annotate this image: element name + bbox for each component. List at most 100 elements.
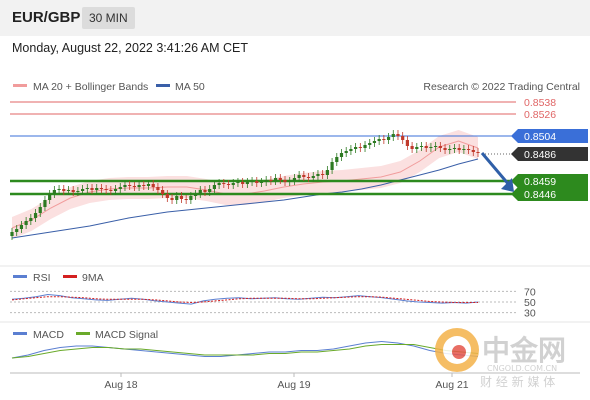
candle bbox=[24, 217, 28, 229]
candle bbox=[273, 174, 278, 185]
candle bbox=[443, 144, 447, 154]
legend-label-bollinger: MA 20 + Bollinger Bands bbox=[33, 81, 148, 93]
candle bbox=[198, 186, 202, 198]
legend-label-macd-signal: MACD Signal bbox=[95, 329, 158, 341]
price-label-support: 0.8446 bbox=[524, 189, 556, 201]
candle bbox=[368, 139, 372, 149]
candle bbox=[128, 181, 132, 190]
candle bbox=[189, 192, 193, 204]
rsi-level-label: 50 bbox=[524, 297, 536, 309]
watermark-logo-core bbox=[452, 345, 466, 359]
candle bbox=[142, 181, 146, 190]
candle bbox=[452, 144, 457, 153]
candle bbox=[311, 172, 315, 182]
x-tick-label: Aug 18 bbox=[104, 379, 137, 391]
price-tag-pivot bbox=[511, 129, 588, 143]
candle bbox=[448, 145, 452, 154]
candle bbox=[175, 192, 179, 204]
rsi-level-label: 70 bbox=[524, 286, 536, 298]
candle bbox=[419, 142, 424, 151]
candle bbox=[278, 174, 282, 184]
candle bbox=[259, 178, 264, 187]
candle bbox=[358, 143, 362, 152]
candle bbox=[19, 221, 24, 233]
macd-plot bbox=[11, 340, 479, 359]
forecast-arrow-shaft bbox=[480, 152, 512, 187]
candle bbox=[165, 190, 169, 202]
candle bbox=[297, 171, 301, 182]
candle bbox=[179, 192, 184, 203]
candle bbox=[462, 145, 466, 154]
candle bbox=[193, 190, 198, 200]
candle bbox=[137, 181, 141, 191]
candle bbox=[217, 179, 221, 189]
price-label-current: 0.8486 bbox=[524, 149, 556, 161]
copyright-text: Research © 2022 Trading Central bbox=[423, 81, 580, 93]
candle bbox=[471, 146, 475, 156]
price-label-resistance: 0.8538 bbox=[524, 97, 556, 109]
candle bbox=[231, 179, 235, 189]
candle bbox=[288, 177, 292, 186]
candle bbox=[71, 186, 75, 196]
rsi-ma-line bbox=[11, 296, 478, 304]
candle bbox=[95, 184, 99, 194]
legend-swatch-rsi bbox=[13, 275, 27, 278]
candle bbox=[344, 147, 348, 157]
candle bbox=[250, 177, 254, 186]
candle bbox=[33, 209, 38, 222]
candle bbox=[222, 179, 226, 188]
candle bbox=[10, 228, 14, 240]
x-axis-labels: Aug 18 Aug 19 Aug 21 bbox=[104, 373, 469, 391]
candle bbox=[212, 181, 217, 193]
timestamp: Monday, August 22, 2022 3:41:26 AM CET bbox=[12, 41, 249, 55]
candle bbox=[382, 135, 386, 144]
candle bbox=[184, 195, 188, 204]
candle bbox=[349, 145, 353, 155]
watermark-url: CNGOLD.COM.CN bbox=[487, 364, 557, 373]
chart-panel bbox=[0, 36, 590, 400]
candle bbox=[85, 184, 89, 193]
legend-label-ma50: MA 50 bbox=[175, 81, 205, 93]
candle bbox=[66, 186, 71, 195]
candle bbox=[429, 143, 433, 152]
candle bbox=[283, 176, 287, 186]
candle bbox=[306, 173, 311, 182]
candle bbox=[81, 185, 85, 195]
candle bbox=[330, 158, 334, 174]
candle bbox=[62, 185, 66, 195]
macd-signal-line bbox=[11, 344, 479, 359]
legend-swatch-rsi-ma bbox=[63, 275, 77, 278]
candle bbox=[90, 184, 94, 194]
candle bbox=[104, 185, 108, 194]
price-tag-support bbox=[511, 174, 588, 188]
x-tick-label: Aug 21 bbox=[435, 379, 468, 391]
candle bbox=[109, 186, 113, 195]
candle bbox=[405, 136, 409, 150]
candle bbox=[99, 184, 104, 193]
candle bbox=[57, 185, 61, 194]
candle bbox=[161, 186, 165, 198]
candle bbox=[434, 142, 438, 151]
candle bbox=[241, 178, 245, 188]
price-tag-current bbox=[511, 147, 588, 161]
candle bbox=[208, 185, 212, 196]
candle bbox=[466, 145, 471, 154]
candle bbox=[396, 130, 400, 140]
candle bbox=[132, 182, 136, 191]
candle bbox=[123, 181, 127, 191]
candle bbox=[76, 187, 80, 196]
timeframe-badge[interactable]: 30 MIN bbox=[82, 7, 135, 29]
candle bbox=[438, 142, 442, 152]
price-tag-support bbox=[511, 187, 588, 201]
candle bbox=[43, 196, 47, 211]
rsi-level-label: 30 bbox=[524, 308, 536, 320]
rsi-line bbox=[11, 293, 479, 305]
candle bbox=[118, 183, 122, 193]
legend-swatch-macd bbox=[13, 332, 27, 335]
legend-label-macd: MACD bbox=[33, 329, 64, 341]
candle bbox=[269, 176, 273, 185]
forecast-arrow-head bbox=[501, 178, 514, 192]
